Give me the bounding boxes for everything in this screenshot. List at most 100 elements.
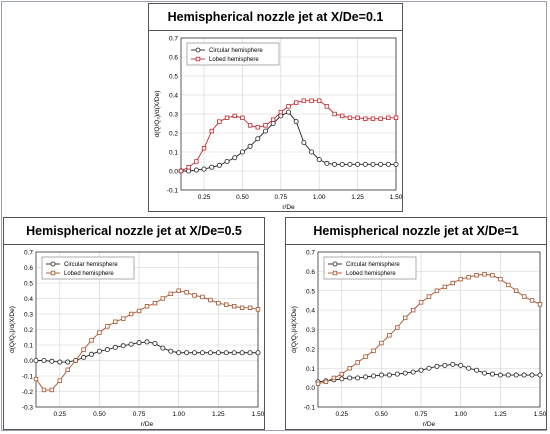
data-point xyxy=(239,350,245,356)
chart-plot-x1: -0.1 0.0 0.1 0.2 0.3 0.4 0.5 0.6 0.7 0.25 0.50 0.75… xyxy=(291,250,547,429)
legend-label: Circular hemisphere xyxy=(346,262,400,268)
legend-box xyxy=(323,256,417,280)
data-point xyxy=(426,365,432,371)
data-point xyxy=(347,366,352,371)
data-point xyxy=(144,304,150,309)
data-point xyxy=(89,338,94,343)
data-point xyxy=(201,166,207,172)
data-point xyxy=(458,276,463,282)
data-point xyxy=(121,316,126,321)
legend-marker xyxy=(195,56,201,62)
data-point xyxy=(81,347,86,352)
y-tick-label: 0.7 xyxy=(169,36,178,43)
y-axis-label: d(Q/Q₀)/d(X/De) xyxy=(9,306,16,353)
data-point xyxy=(209,128,214,134)
data-point xyxy=(152,300,158,306)
data-point xyxy=(481,370,487,376)
data-point xyxy=(371,348,376,354)
data-point xyxy=(363,116,368,121)
data-point xyxy=(378,116,383,121)
y-tick-label: 0.5 xyxy=(306,288,315,295)
data-point xyxy=(355,115,360,120)
plot-area-border xyxy=(35,251,259,408)
data-point xyxy=(73,358,78,363)
data-point xyxy=(332,111,337,117)
y-tick-label: -0.3 xyxy=(22,405,34,412)
data-point xyxy=(402,370,408,376)
x-tick-label: 1.00 xyxy=(313,194,326,201)
y-tick-label: 0.0 xyxy=(169,169,178,176)
data-point xyxy=(410,369,416,375)
data-point xyxy=(239,305,245,310)
data-point xyxy=(216,162,222,168)
data-point xyxy=(347,161,353,167)
data-point xyxy=(474,273,479,278)
data-point xyxy=(301,98,307,103)
legend-marker xyxy=(332,270,338,276)
chart-plot-x05: -0.3 -0.2 -0.1 0.0 0.1 0.2 0.3 0.4 0.5 0.6 0.7 0.25… xyxy=(9,250,265,429)
data-point xyxy=(537,302,543,307)
data-point xyxy=(387,333,392,338)
data-point xyxy=(514,288,519,293)
y-tick-label: 0.5 xyxy=(24,281,33,288)
data-point xyxy=(224,159,230,165)
data-point xyxy=(57,359,63,365)
x-tick-label: 1.50 xyxy=(534,411,547,418)
data-point xyxy=(355,375,361,381)
data-point xyxy=(224,302,229,307)
data-point xyxy=(160,296,166,301)
data-point xyxy=(255,136,261,142)
data-point xyxy=(339,371,344,377)
data-point xyxy=(521,372,527,378)
data-point xyxy=(65,367,70,372)
legend-marker xyxy=(50,261,56,267)
x-tick-label: 1.00 xyxy=(454,411,467,418)
data-point xyxy=(434,363,440,369)
data-point xyxy=(255,350,261,356)
data-point xyxy=(521,294,527,299)
y-tick-label: -0.1 xyxy=(167,188,179,195)
x-tick-label: 0.50 xyxy=(375,411,388,418)
x-tick-label: 0.75 xyxy=(415,411,428,418)
chart-title: Hemispherical nozzle jet at X/De=0.5 xyxy=(4,218,264,245)
data-point xyxy=(450,280,455,286)
data-point xyxy=(498,276,503,282)
y-axis-label: d(Q/Q₀)/d(X/De) xyxy=(291,306,298,353)
data-point xyxy=(458,362,464,368)
x-axis-label: r/De xyxy=(141,421,154,428)
data-point xyxy=(315,381,321,386)
data-point xyxy=(41,387,47,393)
x-tick-label: 1.25 xyxy=(351,194,364,201)
data-point xyxy=(362,161,368,167)
data-point xyxy=(537,372,543,378)
x-tick-label: 0.50 xyxy=(236,194,249,201)
data-point xyxy=(201,146,207,151)
data-point xyxy=(474,367,480,373)
x-tick-label: 0.25 xyxy=(335,411,348,418)
y-tick-label: 0.1 xyxy=(169,150,178,157)
data-point xyxy=(89,351,95,357)
data-point xyxy=(466,365,472,371)
data-point xyxy=(232,113,237,119)
data-point xyxy=(506,282,511,288)
plot-area-border xyxy=(180,37,397,191)
data-point xyxy=(120,343,126,349)
plot-area-border xyxy=(317,251,541,408)
data-point xyxy=(152,340,158,346)
data-point xyxy=(529,298,535,303)
data-point xyxy=(339,161,345,167)
data-point xyxy=(255,125,260,130)
y-tick-label: 0.3 xyxy=(306,327,315,334)
data-point xyxy=(324,160,330,166)
data-point xyxy=(370,161,376,167)
data-point xyxy=(136,340,142,346)
y-tick-label: 0.2 xyxy=(306,346,315,353)
legend-label: Lobed hemisphere xyxy=(209,57,259,63)
data-point xyxy=(186,168,192,174)
y-tick-label: 0.1 xyxy=(24,343,33,350)
data-point xyxy=(33,358,39,364)
data-point xyxy=(176,288,181,293)
data-point xyxy=(128,311,134,317)
chart-plot-x01: -0.1 0.0 0.1 0.2 0.3 0.4 0.5 0.6 0.7 0.25 0.50 0.75… xyxy=(154,36,403,212)
